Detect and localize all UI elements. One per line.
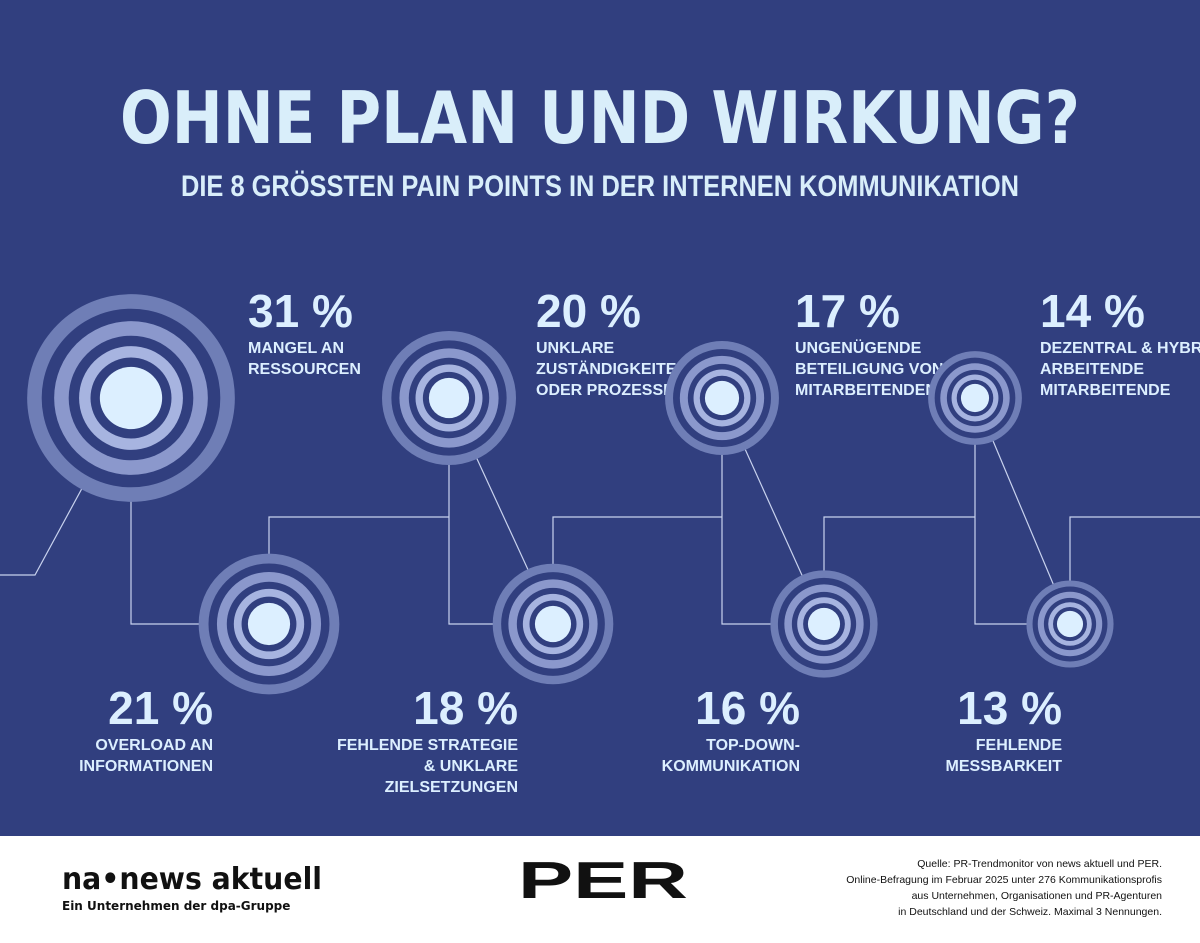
ring — [428, 377, 470, 419]
value-label: 21 % — [108, 682, 213, 734]
value-label: 16 % — [695, 682, 800, 734]
item-label: FEHLENDE — [976, 737, 1063, 754]
item-label: ZUSTÄNDIGKEITEN — [536, 360, 688, 378]
item-label: MESSBARKEIT — [946, 758, 1063, 775]
ring — [960, 383, 990, 413]
ring — [534, 605, 572, 643]
ring — [704, 380, 740, 416]
item-label: TOP-DOWN- — [706, 737, 800, 754]
source: Quelle: PR-Trendmonitor von news aktuell… — [846, 858, 1162, 918]
source-line: Online-Befragung im Februar 2025 unter 2… — [846, 874, 1162, 886]
target — [492, 563, 614, 685]
item-label: INFORMATIONEN — [79, 758, 213, 775]
partner-logo: PER — [518, 852, 688, 910]
target — [198, 553, 340, 695]
connector — [0, 397, 1200, 625]
target — [770, 570, 878, 678]
subtitle: DIE 8 GRÖSSTEN PAIN POINTS IN DER INTERN… — [181, 170, 1019, 203]
item-label: ZIELSETZUNGEN — [385, 779, 518, 796]
item-label: UNGENÜGENDE — [795, 338, 922, 357]
ring — [247, 602, 291, 646]
value-label: 14 % — [1040, 285, 1145, 337]
item-label: OVERLOAD AN — [95, 737, 213, 754]
value-label: 13 % — [957, 682, 1062, 734]
item-label: DEZENTRAL & HYBRID — [1040, 340, 1200, 357]
value-label: 17 % — [795, 285, 900, 337]
connectors — [0, 397, 1200, 625]
source-line: in Deutschland und der Schweiz. Maximal … — [898, 906, 1162, 918]
item-label: MITARBEITENDE — [1040, 382, 1171, 399]
item-label: FEHLENDE STRATEGIE — [337, 737, 518, 754]
value-label: 20 % — [536, 285, 641, 337]
item-label: RESSOURCEN — [248, 361, 361, 378]
target — [382, 331, 516, 465]
item-label: & UNKLARE — [424, 758, 519, 775]
target — [928, 351, 1022, 445]
item-label: UNKLARE — [536, 340, 615, 357]
marks: 31 % MANGEL AN RESSOURCEN 21 % OVERLOAD AN IN… — [27, 285, 1200, 796]
title: OHNE PLAN UND WIRKUNG? — [120, 76, 1080, 160]
value-label: 18 % — [413, 682, 518, 734]
source-line: aus Unternehmen, Organisationen und PR-A… — [912, 890, 1163, 902]
item-label: MANGEL AN — [248, 340, 344, 357]
target — [1026, 580, 1114, 668]
ring — [807, 607, 841, 641]
item-label: ODER PROZESSE — [536, 382, 674, 399]
logo-sub: Ein Unternehmen der dpa-Gruppe — [62, 899, 290, 913]
item-label: BETEILIGUNG VON — [795, 361, 943, 378]
value-label: 31 % — [248, 285, 353, 337]
ring — [99, 366, 163, 430]
source-line: Quelle: PR-Trendmonitor von news aktuell… — [917, 858, 1162, 870]
footer-background — [0, 836, 1200, 943]
target — [665, 341, 779, 455]
target — [27, 294, 235, 502]
item-label: ARBEITENDE — [1040, 361, 1144, 378]
item-label: KOMMUNIKATION — [662, 758, 800, 775]
ring — [1056, 610, 1084, 638]
item-label: MITARBEITENDEN — [795, 382, 937, 399]
logo: na•news aktuell — [62, 862, 322, 897]
